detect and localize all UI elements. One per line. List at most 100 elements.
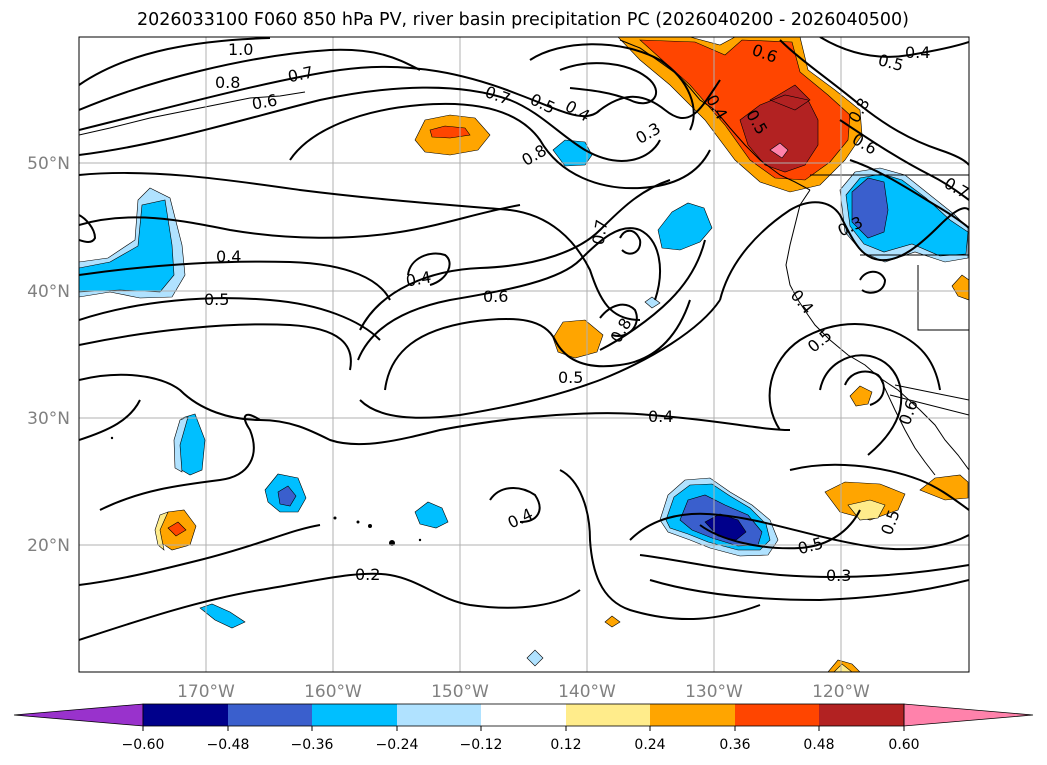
colorbar-tick-label: −0.12 xyxy=(460,737,503,753)
shade-tiny-orange xyxy=(604,615,621,628)
contour-33 xyxy=(819,354,903,456)
colorbar: −0.60 −0.48 −0.36 −0.24 −0.12 0.12 0.24 … xyxy=(13,703,1034,753)
shade-oregon-mid-blue xyxy=(851,177,889,239)
lon-label-160w: 160°W xyxy=(304,682,362,702)
contour-4 xyxy=(79,86,661,162)
coast-alaska-panhandle xyxy=(619,39,811,191)
shade-mid-orange-patch xyxy=(552,319,604,359)
shade-hawaii-blue xyxy=(414,501,449,529)
map-frame xyxy=(78,36,970,673)
contour-19 xyxy=(619,229,642,255)
colorbar-frame xyxy=(142,703,905,727)
contour-9 xyxy=(79,204,521,239)
shade-mid-blue-patch xyxy=(657,202,713,251)
contour-label: 0.8 xyxy=(215,73,240,92)
colorbar-extend-right xyxy=(903,703,1034,727)
contour-label: 0.4 xyxy=(216,247,241,266)
lon-label-170w: 170°W xyxy=(177,682,235,702)
contour-25 xyxy=(489,487,541,523)
lat-label-40n: 40°N xyxy=(27,282,70,302)
contour-8 xyxy=(79,171,641,321)
contour-5 xyxy=(529,43,695,131)
contour-label: 0.5 xyxy=(558,368,583,387)
coast-pacific-northwest xyxy=(785,189,969,471)
contour-17 xyxy=(359,299,721,419)
colorbar-segment xyxy=(735,704,819,726)
contour-label: 0.4 xyxy=(648,407,673,426)
precipitation-shading xyxy=(79,37,969,672)
contour-24 xyxy=(79,572,581,641)
longitude-labels: 170°W 160°W 150°W 140°W 130°W 120°W xyxy=(177,682,870,702)
lat-label-20n: 20°N xyxy=(27,536,70,556)
contour-40 xyxy=(849,159,969,229)
contour-3 xyxy=(79,65,721,131)
contour-label: 0.4 xyxy=(905,43,930,62)
contour-label: 0.3 xyxy=(826,566,851,585)
colorbar-segment xyxy=(566,704,650,726)
colorbar-segment xyxy=(312,704,397,726)
lon-label-150w: 150°W xyxy=(431,682,489,702)
contour-22 xyxy=(99,413,261,511)
contour-28 xyxy=(639,554,969,578)
map-title: 2026033100 F060 850 hPa PV, river basin … xyxy=(137,10,909,30)
colorbar-segment xyxy=(650,704,735,726)
shade-tiny-blue xyxy=(644,296,661,309)
shade-tiny-south xyxy=(526,649,544,667)
colorbar-ticks xyxy=(142,726,905,731)
contour-26 xyxy=(559,469,761,621)
coastlines xyxy=(79,39,969,476)
shade-west-red xyxy=(167,521,187,537)
contour-15 xyxy=(357,227,661,361)
contour-12 xyxy=(79,323,352,371)
border-state-2 xyxy=(917,265,969,331)
lon-label-120w: 120°W xyxy=(812,682,870,702)
lon-label-140w: 140°W xyxy=(558,682,616,702)
colorbar-tick-label: 0.60 xyxy=(888,737,919,753)
contour-16 xyxy=(384,299,691,391)
colorbar-tick-label: −0.48 xyxy=(207,737,250,753)
colorbar-segment xyxy=(143,704,228,726)
colorbar-tick-label: 0.36 xyxy=(719,737,750,753)
colorbar-tick-label: 0.12 xyxy=(550,737,581,753)
contour-36 xyxy=(789,463,969,511)
contour-29 xyxy=(649,579,969,602)
contour-31 xyxy=(719,201,969,301)
contour-13 xyxy=(407,252,451,286)
contour-30 xyxy=(699,509,861,550)
contour-32 xyxy=(768,323,941,431)
contour-label: 0.6 xyxy=(250,90,278,113)
contour-20 xyxy=(79,373,791,446)
contour-21 xyxy=(79,399,141,441)
contour-14 xyxy=(359,179,671,331)
contour-27 xyxy=(629,512,969,551)
lon-label-130w: 130°W xyxy=(685,682,743,702)
contour-42 xyxy=(599,239,706,351)
contour-label: 0.7 xyxy=(286,62,315,86)
contour-2 xyxy=(79,48,421,111)
contour-1 xyxy=(79,37,271,86)
coast-baja xyxy=(879,377,936,476)
latitude-labels: 50°N 40°N 30°N 20°N xyxy=(27,154,70,556)
colorbar-segment xyxy=(819,704,904,726)
shade-mexico-orange xyxy=(919,474,969,501)
contour-label: 0.7 xyxy=(588,218,611,246)
pv-contours xyxy=(79,37,969,641)
colorbar-tick-label: 0.24 xyxy=(634,737,665,753)
contour-39 xyxy=(839,119,969,201)
lat-label-30n: 30°N xyxy=(27,409,70,429)
contour-label: 0.4 xyxy=(404,267,432,290)
border-state-3 xyxy=(894,384,969,401)
shade-east-orange xyxy=(951,274,969,301)
contour-7 xyxy=(289,102,711,190)
contour-34 xyxy=(844,370,885,406)
colorbar-tick-label: −0.24 xyxy=(376,737,419,753)
shade-small-blue-1 xyxy=(552,139,593,167)
contour-23 xyxy=(79,524,321,586)
colorbar-segment xyxy=(228,704,312,726)
colorbar-tick-label: −0.36 xyxy=(291,737,334,753)
coast-alaska-peninsula xyxy=(79,91,306,136)
contour-label: 0.5 xyxy=(204,290,229,309)
map-panel: 1.0 0.8 0.7 0.6 0.4 0.5 0.7 0.5 0.4 0.3 … xyxy=(79,37,969,672)
contour-35 xyxy=(859,270,887,294)
